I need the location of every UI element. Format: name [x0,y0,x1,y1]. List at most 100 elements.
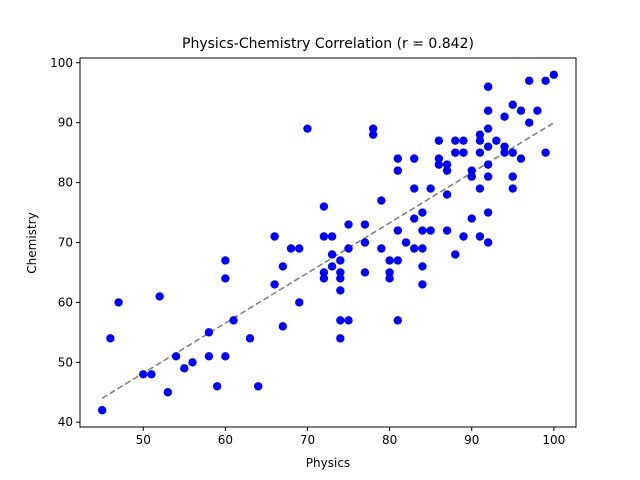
data-point [541,148,550,157]
data-point [418,262,427,271]
data-point [483,160,493,169]
data-point [475,136,485,145]
data-point [319,232,329,241]
data-point [475,130,485,139]
data-point [508,172,517,181]
y-tick-label: 40 [58,415,73,429]
data-point [253,382,263,391]
data-point [426,184,435,193]
data-point [500,148,509,157]
data-point [524,76,534,85]
data-point [393,154,403,163]
y-axis-title: Chemistry [25,212,39,273]
data-point [483,106,493,115]
data-point [336,274,345,283]
data-point [418,280,427,289]
x-tick-label: 70 [300,433,315,447]
y-tick-label: 100 [50,56,73,70]
x-tick-label: 60 [218,433,233,447]
data-point [278,322,288,331]
data-point [327,262,337,271]
data-point [483,124,493,133]
data-point [319,268,329,277]
data-point [212,382,222,391]
y-tick-label: 60 [58,295,73,309]
data-point [155,292,164,301]
data-point [327,250,337,259]
data-point [541,76,550,85]
y-tick-label: 70 [58,236,73,250]
data-point [385,268,394,277]
data-point [410,214,419,223]
data-point [459,136,468,145]
data-point [229,316,238,325]
data-point [434,160,444,169]
x-tick-label: 100 [542,433,565,447]
x-tick-label: 50 [136,433,151,447]
trendline [101,122,555,399]
data-point [483,208,493,217]
data-point [97,406,107,415]
data-point [475,148,485,157]
data-point [516,106,526,115]
data-point [278,262,288,271]
data-point [442,166,452,175]
data-point [426,226,435,235]
data-point [286,244,296,253]
data-point [393,166,403,175]
data-point [483,82,493,91]
x-tick-label: 90 [464,433,479,447]
data-point [385,256,394,265]
data-point [221,274,230,283]
data-point [270,232,279,241]
data-point [295,244,304,253]
data-point [221,352,230,361]
data-point [188,358,197,367]
data-point [344,244,353,253]
data-point [451,250,460,259]
data-point [500,112,509,121]
data-point [549,70,559,79]
trendline-layer [101,122,555,399]
data-point [418,208,427,217]
data-point [336,268,345,277]
data-point [295,298,304,307]
data-point [393,316,403,325]
data-point [319,202,329,211]
data-point [360,220,370,229]
data-point [451,136,460,145]
data-point [434,154,444,163]
data-point [393,226,403,235]
data-point [163,388,173,397]
data-point [368,124,378,133]
data-point [492,136,501,145]
data-point [180,364,189,373]
data-point [336,334,345,343]
data-point [270,280,279,289]
data-point [410,184,419,193]
data-point [434,136,444,145]
data-point [171,352,181,361]
data-point [418,226,427,235]
data-point [368,130,378,139]
data-point [344,220,353,229]
data-point [442,160,452,169]
data-point [204,328,214,337]
data-point [459,148,468,157]
data-point [467,166,476,175]
data-point [410,244,419,253]
data-point [467,172,476,181]
data-point [508,100,517,109]
data-point [377,244,386,253]
data-point [442,190,452,199]
y-tick-label: 90 [58,116,73,130]
data-point [467,214,476,223]
data-point [500,142,509,151]
data-point [204,352,214,361]
data-point [483,172,493,181]
data-point [393,256,403,265]
data-point [344,316,353,325]
data-point [385,274,394,283]
